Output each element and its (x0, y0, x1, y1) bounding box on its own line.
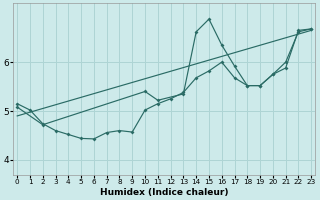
X-axis label: Humidex (Indice chaleur): Humidex (Indice chaleur) (100, 188, 228, 197)
